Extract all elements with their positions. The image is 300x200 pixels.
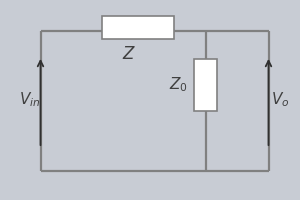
Text: $V_{in}$: $V_{in}$ — [19, 91, 41, 109]
Text: $V_o$: $V_o$ — [271, 91, 290, 109]
Text: $Z$: $Z$ — [122, 45, 136, 63]
Bar — [194, 59, 217, 111]
Text: $Z_0$: $Z_0$ — [169, 76, 188, 94]
Bar — [102, 16, 174, 38]
